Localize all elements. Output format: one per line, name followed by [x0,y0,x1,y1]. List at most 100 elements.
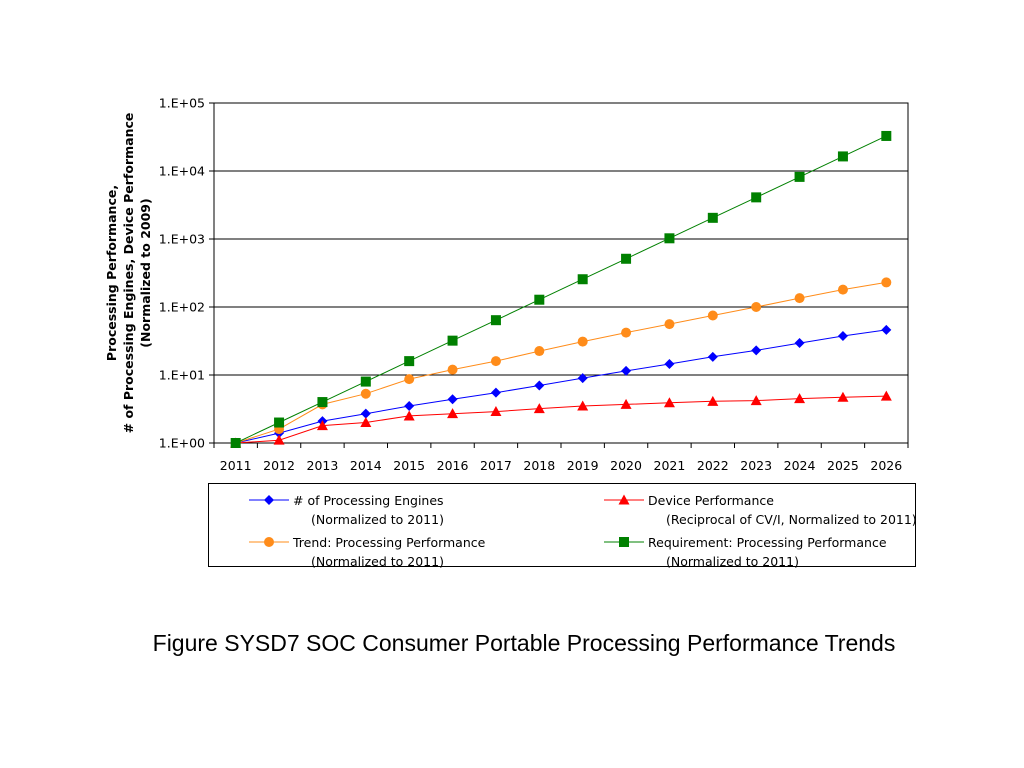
data-point-trend [360,388,371,399]
data-point-device [403,410,415,421]
data-point-trend [751,302,762,312]
circle-marker-icon [249,537,289,547]
data-point-trend [490,356,501,367]
data-point-device [663,397,675,408]
data-point-trend [881,277,892,288]
x-axis-ticks: 2011 2012 2013 2014 2015 2016 2017 2018 2019 2020… [213,443,909,473]
data-point-engines [534,380,545,391]
plot-frame [213,102,909,444]
y-tick-label: 1.E+00 [159,436,205,451]
series-line-trend [235,281,887,444]
x-tick-label: 2026 [870,458,902,473]
data-point-requirement [534,294,545,305]
data-point-requirement [751,192,762,203]
data-point-device [273,434,285,445]
data-point-device [880,390,892,401]
data-point-device [577,400,589,411]
x-tick-label: 2011 [220,458,252,473]
chart-plot: Processing Performance, # of Processing E… [104,96,909,473]
data-point-trend [707,310,718,321]
y-tick-label: 1.E+02 [159,300,205,315]
x-tick-label: 2021 [654,458,686,473]
data-point-engines [621,365,632,376]
data-point-requirement [881,130,892,141]
data-point-device [750,395,762,406]
x-tick-label: 2014 [350,458,382,473]
grid-lines [214,170,908,376]
y-axis-label: Processing Performance, # of Processing E… [104,113,153,434]
data-point-requirement [230,438,241,448]
data-point-engines [664,359,675,370]
data-point-device [490,406,502,417]
x-tick-label: 2024 [784,458,816,473]
data-point-requirement [317,397,328,408]
triangle-marker-icon [604,494,644,505]
x-tick-label: 2025 [827,458,859,473]
data-point-engines [404,401,415,412]
x-tick-label: 2023 [740,458,772,473]
x-tick-label: 2020 [610,458,642,473]
series-trend [230,277,892,448]
data-point-engines [794,338,805,349]
data-point-requirement [360,376,371,387]
x-tick-label: 2016 [437,458,469,473]
x-tick-label: 2013 [307,458,339,473]
data-point-device [794,393,806,404]
data-point-engines [447,394,458,405]
series-device [230,390,892,448]
series-line-device [235,395,887,444]
data-point-trend [534,346,545,357]
data-point-requirement [274,417,285,428]
y-axis-label-line: # of Processing Engines, Device Performa… [121,113,136,434]
data-point-trend [794,293,805,304]
legend-label-trend: Trend: Processing Performance [293,535,486,550]
y-tick-label: 1.E+03 [159,232,205,247]
data-point-requirement [490,315,501,326]
data-point-engines [577,373,588,384]
data-point-requirement [837,151,848,162]
data-point-engines [360,408,371,419]
data-point-requirement [794,171,805,182]
legend-sublabel-requirement: (Normalized to 2011) [666,554,799,569]
x-tick-label: 2015 [393,458,425,473]
data-point-requirement [621,253,632,264]
series-engines [230,324,892,448]
data-point-trend [577,336,588,347]
data-point-requirement [577,274,588,285]
y-tick-label: 1.E+04 [159,164,205,179]
legend-sublabel-device: (Reciprocal of CV/I, Normalized to 2011) [666,512,917,527]
x-tick-label: 2019 [567,458,599,473]
data-point-device [837,391,849,402]
data-point-device [447,408,459,419]
data-point-trend [664,319,675,330]
figure-caption: Figure SYSD7 SOC Consumer Portable Proce… [152,630,896,656]
series-line-engines [235,329,887,444]
legend-label-requirement: Requirement: Processing Performance [648,535,887,550]
data-point-device [316,420,328,431]
y-axis-ticks: 1.E+00 1.E+01 1.E+02 1.E+03 1.E+04 1.E+05 [159,96,214,451]
y-axis-label-line: (Normalized to 2009) [138,198,153,347]
data-point-engines [837,330,848,341]
series-line-requirement [235,135,887,444]
data-point-requirement [707,212,718,223]
x-tick-label: 2012 [263,458,295,473]
legend: # of Processing Engines (Normalized to 2… [208,483,917,569]
x-tick-label: 2018 [523,458,555,473]
x-tick-label: 2022 [697,458,729,473]
x-tick-label: 2017 [480,458,512,473]
data-point-requirement [447,335,458,346]
data-point-engines [881,324,892,335]
square-marker-icon [604,537,644,547]
series-layer [230,130,892,448]
data-point-trend [837,284,848,295]
data-point-engines [707,351,718,362]
data-point-trend [404,374,415,385]
data-point-trend [447,364,458,375]
data-point-engines [751,345,762,356]
data-point-device [707,395,719,406]
data-point-requirement [664,233,675,244]
legend-label-engines: # of Processing Engines [293,493,444,508]
data-point-device [620,398,632,409]
data-point-requirement [404,356,415,367]
diamond-marker-icon [249,495,289,505]
